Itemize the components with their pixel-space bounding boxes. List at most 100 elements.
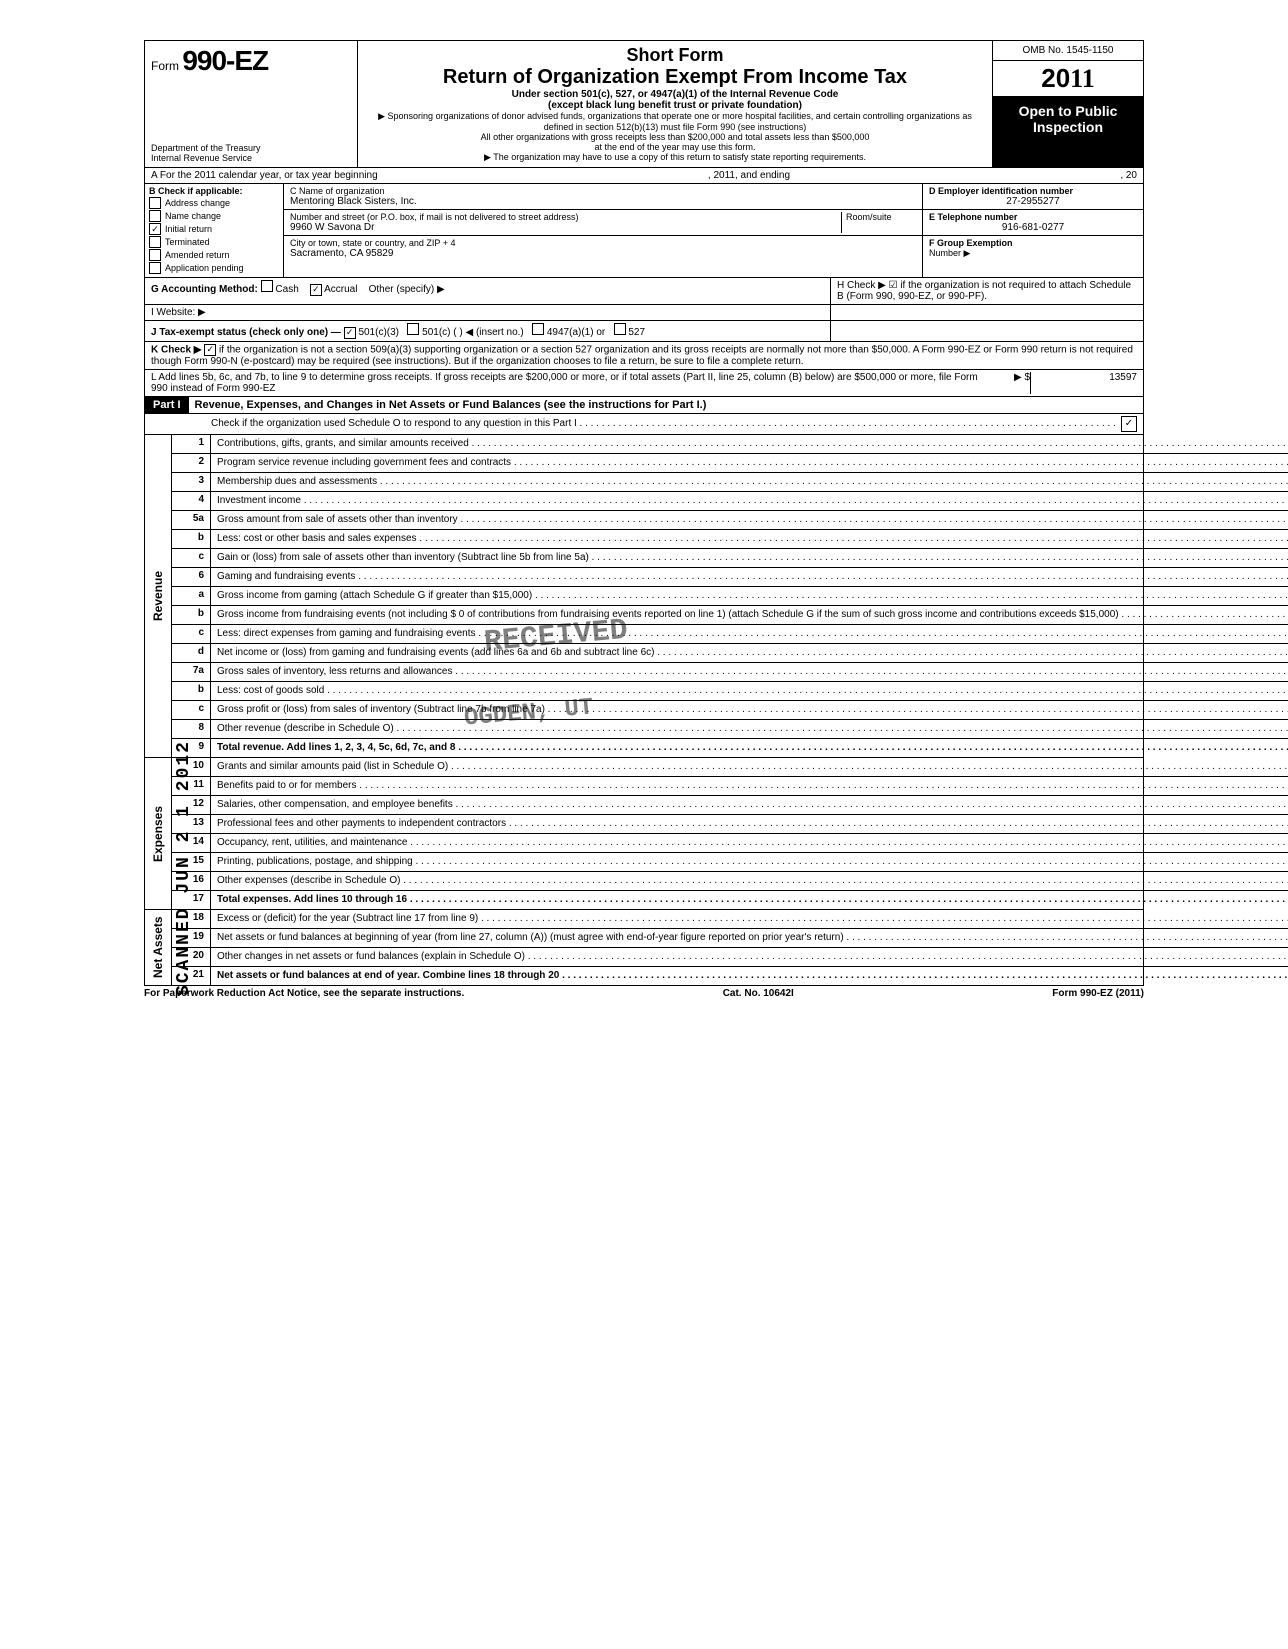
b-checkbox[interactable] bbox=[149, 197, 161, 209]
part1-title: Revenue, Expenses, and Changes in Net As… bbox=[189, 397, 1143, 413]
line-a-text: A For the 2011 calendar year, or tax yea… bbox=[151, 170, 378, 181]
row-desc: Investment income bbox=[211, 492, 1288, 510]
row-num: 8 bbox=[172, 720, 211, 738]
table-row: 15Printing, publications, postage, and s… bbox=[172, 853, 1288, 872]
header-left: Form 990-EZ Department of the Treasury I… bbox=[145, 41, 358, 167]
table-row: bLess: cost or other basis and sales exp… bbox=[172, 530, 1288, 549]
b-label: Application pending bbox=[165, 263, 244, 273]
part1-check-text: Check if the organization used Schedule … bbox=[151, 418, 1117, 429]
527-checkbox[interactable] bbox=[614, 323, 626, 335]
form-prefix: Form bbox=[151, 59, 179, 73]
row-desc: Grants and similar amounts paid (list in… bbox=[211, 758, 1288, 776]
h-cont bbox=[831, 305, 1143, 320]
k-checkbox[interactable]: ✓ bbox=[204, 344, 216, 356]
c-label: C Name of organization bbox=[290, 186, 916, 196]
b-option: ✓ Initial return bbox=[149, 223, 279, 235]
part1-checkbox[interactable]: ✓ bbox=[1121, 416, 1137, 432]
line-a-mid: , 2011, and ending bbox=[708, 170, 790, 181]
row-desc: Other revenue (describe in Schedule O) bbox=[211, 720, 1288, 738]
e-val: 916-681-0277 bbox=[929, 222, 1137, 233]
b-checkbox[interactable] bbox=[149, 262, 161, 274]
i-label: I Website: ▶ bbox=[145, 305, 831, 320]
b-label: Initial return bbox=[165, 224, 212, 234]
b-option: Application pending bbox=[149, 262, 279, 274]
b-checkbox[interactable] bbox=[149, 210, 161, 222]
row-desc: Other changes in net assets or fund bala… bbox=[211, 948, 1288, 966]
row-desc: Gross amount from sale of assets other t… bbox=[211, 511, 1288, 529]
b-label: Terminated bbox=[165, 237, 210, 247]
cash-checkbox[interactable] bbox=[261, 280, 273, 292]
form-number-big: 990-EZ bbox=[182, 45, 268, 76]
open-public: Open to Public Inspection bbox=[993, 97, 1143, 167]
b-label: Amended return bbox=[165, 250, 230, 260]
row-desc: Net assets or fund balances at end of ye… bbox=[211, 967, 1288, 985]
c-city-row: City or town, state or country, and ZIP … bbox=[284, 236, 922, 261]
year-val: 11 bbox=[1070, 64, 1095, 93]
omb: OMB No. 1545-1150 bbox=[993, 41, 1143, 61]
row-desc: Salaries, other compensation, and employ… bbox=[211, 796, 1288, 814]
table-row: 2Program service revenue including gover… bbox=[172, 454, 1288, 473]
row-desc: Printing, publications, postage, and shi… bbox=[211, 853, 1288, 871]
row-num: 6 bbox=[172, 568, 211, 586]
table-row: 3Membership dues and assessments30 bbox=[172, 473, 1288, 492]
end: at the end of the year may use this form… bbox=[364, 142, 986, 152]
501c3-checkbox[interactable]: ✓ bbox=[344, 327, 356, 339]
row-num: 3 bbox=[172, 473, 211, 491]
table-row: 14Occupancy, rent, utilities, and mainte… bbox=[172, 834, 1288, 853]
part1-label: Part I bbox=[145, 397, 189, 413]
table-row: 20Other changes in net assets or fund ba… bbox=[172, 948, 1288, 967]
row-desc: Gross sales of inventory, less returns a… bbox=[211, 663, 1288, 681]
row-desc: Gaming and fundraising events bbox=[211, 568, 1288, 586]
h-text: H Check ▶ ☑ if the organization is not r… bbox=[831, 278, 1143, 304]
line-i: I Website: ▶ bbox=[144, 305, 1144, 321]
footer: For Paperwork Reduction Act Notice, see … bbox=[144, 986, 1144, 1001]
table-row: cGain or (loss) from sale of assets othe… bbox=[172, 549, 1288, 568]
line-j: J Tax-exempt status (check only one) — ✓… bbox=[144, 321, 1144, 342]
row-desc: Total revenue. Add lines 1, 2, 3, 4, 5c,… bbox=[211, 739, 1288, 757]
table-row: 16Other expenses (describe in Schedule O… bbox=[172, 872, 1288, 891]
f-label2: Number ▶ bbox=[929, 248, 1137, 259]
table-row: 21Net assets or fund balances at end of … bbox=[172, 967, 1288, 985]
table-row: dNet income or (loss) from gaming and fu… bbox=[172, 644, 1288, 663]
table-row: 1Contributions, gifts, grants, and simil… bbox=[172, 435, 1288, 454]
part1-table: Revenue 1Contributions, gifts, grants, a… bbox=[144, 435, 1144, 986]
row-desc: Excess or (deficit) for the year (Subtra… bbox=[211, 910, 1288, 928]
527-label: 527 bbox=[628, 327, 645, 338]
row-desc: Net income or (loss) from gaming and fun… bbox=[211, 644, 1288, 662]
row-desc: Total expenses. Add lines 10 through 16 … bbox=[211, 891, 1288, 909]
f-label: F Group Exemption bbox=[929, 238, 1137, 248]
line-k: K Check ▶ ✓ if the organization is not a… bbox=[144, 342, 1144, 370]
row-num: b bbox=[172, 606, 211, 624]
row-desc: Program service revenue including govern… bbox=[211, 454, 1288, 472]
part1-check-row: Check if the organization used Schedule … bbox=[144, 414, 1144, 435]
table-row: 7aGross sales of inventory, less returns… bbox=[172, 663, 1288, 682]
accrual-label: Accrual bbox=[324, 284, 357, 295]
k-text: if the organization is not a section 509… bbox=[151, 344, 1133, 367]
other-label: Other (specify) ▶ bbox=[369, 284, 445, 295]
b-checkbox[interactable] bbox=[149, 236, 161, 248]
side-netassets: Net Assets bbox=[145, 910, 172, 985]
b-checkbox[interactable]: ✓ bbox=[149, 223, 161, 235]
j-left: J Tax-exempt status (check only one) — ✓… bbox=[145, 321, 831, 341]
table-row: 11Benefits paid to or for members110 bbox=[172, 777, 1288, 796]
row-desc: Gain or (loss) from sale of assets other… bbox=[211, 549, 1288, 567]
sponsor: ▶ Sponsoring organizations of donor advi… bbox=[364, 111, 986, 132]
row-desc: Contributions, gifts, grants, and simila… bbox=[211, 435, 1288, 453]
row-desc: Less: cost or other basis and sales expe… bbox=[211, 530, 1288, 548]
row-desc: Gross income from fundraising events (no… bbox=[211, 606, 1288, 624]
4947-checkbox[interactable] bbox=[532, 323, 544, 335]
col-c: C Name of organization Mentoring Black S… bbox=[284, 184, 923, 277]
b-option: Terminated bbox=[149, 236, 279, 248]
row-num: b bbox=[172, 682, 211, 700]
cash-label: Cash bbox=[275, 284, 298, 295]
c-city-label: City or town, state or country, and ZIP … bbox=[290, 238, 916, 248]
table-row: cGross profit or (loss) from sales of in… bbox=[172, 701, 1288, 720]
row-desc: Benefits paid to or for members bbox=[211, 777, 1288, 795]
table-row: 17Total expenses. Add lines 10 through 1… bbox=[172, 891, 1288, 909]
sub1: Under section 501(c), 527, or 4947(a)(1)… bbox=[364, 89, 986, 100]
g-left: G Accounting Method: Cash ✓ Accrual Othe… bbox=[145, 278, 831, 304]
accrual-checkbox[interactable]: ✓ bbox=[310, 284, 322, 296]
dept2: Internal Revenue Service bbox=[151, 153, 351, 163]
501c-checkbox[interactable] bbox=[407, 323, 419, 335]
b-checkbox[interactable] bbox=[149, 249, 161, 261]
